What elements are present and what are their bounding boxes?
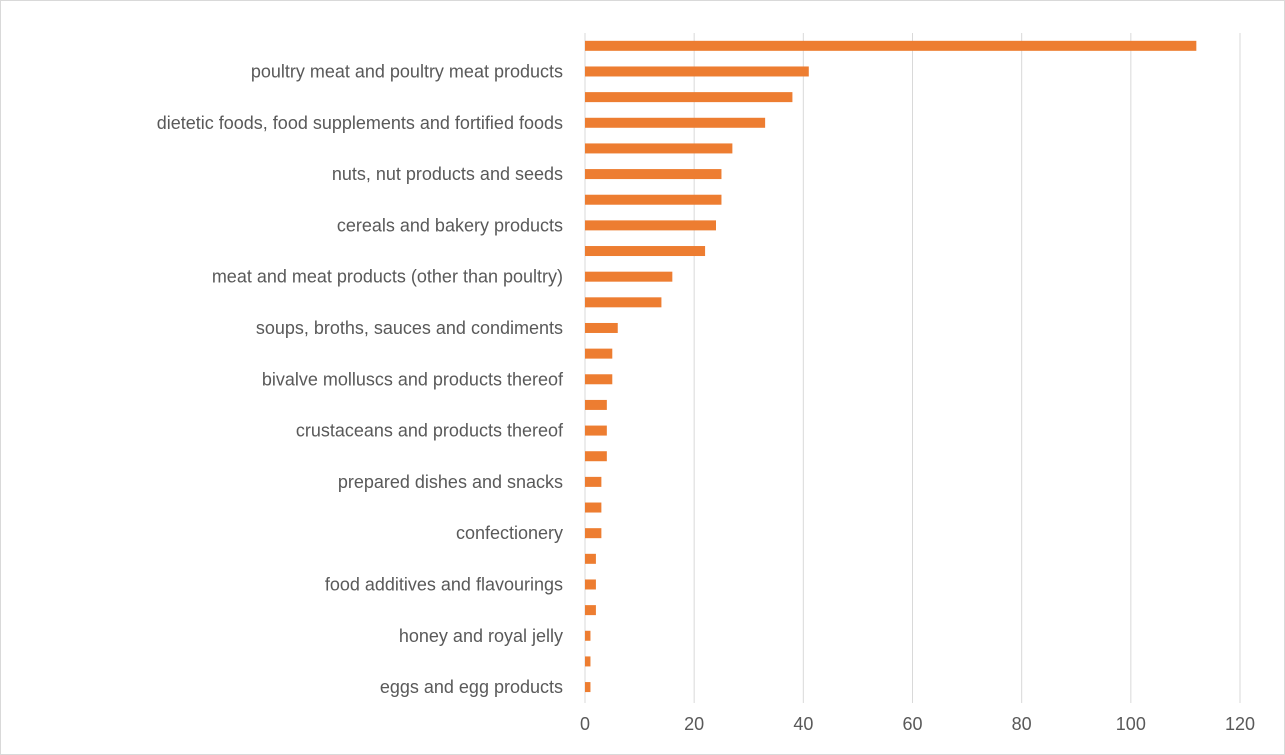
bar xyxy=(585,117,766,128)
bar xyxy=(585,271,673,282)
bar xyxy=(585,194,722,205)
bar xyxy=(585,246,706,257)
x-axis-tick-labels: 0 20 40 60 80 100 120 xyxy=(580,714,1255,734)
bar xyxy=(585,66,809,77)
category-label: soups, broths, sauces and condiments xyxy=(256,318,563,338)
bar xyxy=(585,40,1197,51)
category-label: prepared dishes and snacks xyxy=(338,472,563,492)
category-labels: poultry meat and poultry meat products di… xyxy=(157,61,564,697)
category-label: cereals and bakery products xyxy=(337,215,563,235)
bar xyxy=(585,425,607,436)
bar xyxy=(585,322,618,333)
category-label: nuts, nut products and seeds xyxy=(332,164,563,184)
bar xyxy=(585,682,591,693)
x-tick-label: 0 xyxy=(580,714,590,734)
category-label: meat and meat products (other than poult… xyxy=(212,267,563,287)
x-tick-label: 100 xyxy=(1116,714,1146,734)
bar xyxy=(585,579,596,590)
bar xyxy=(585,169,722,180)
bar xyxy=(585,630,591,641)
bar xyxy=(585,374,613,385)
x-tick-label: 40 xyxy=(793,714,813,734)
category-label: honey and royal jelly xyxy=(399,626,563,646)
bar xyxy=(585,92,793,103)
category-label: confectionery xyxy=(456,523,563,543)
category-label: bivalve molluscs and products thereof xyxy=(262,369,564,389)
bars xyxy=(585,40,1197,693)
bar xyxy=(585,399,607,410)
bar xyxy=(585,605,596,616)
bar xyxy=(585,451,607,462)
bar xyxy=(585,143,733,154)
bar xyxy=(585,502,602,513)
gridlines xyxy=(584,33,1241,703)
x-tick-label: 20 xyxy=(684,714,704,734)
bar xyxy=(585,476,602,487)
bar xyxy=(585,297,662,308)
bar xyxy=(585,553,596,564)
x-tick-label: 60 xyxy=(902,714,922,734)
bar xyxy=(585,656,591,667)
category-label: poultry meat and poultry meat products xyxy=(251,61,563,81)
x-tick-label: 120 xyxy=(1225,714,1255,734)
category-label: food additives and flavourings xyxy=(325,574,563,594)
category-label: dietetic foods, food supplements and for… xyxy=(157,113,563,133)
category-label: eggs and egg products xyxy=(380,677,563,697)
bar xyxy=(585,348,613,359)
bar xyxy=(585,528,602,539)
x-tick-label: 80 xyxy=(1012,714,1032,734)
category-label: crustaceans and products thereof xyxy=(296,421,564,441)
bar xyxy=(585,220,716,231)
